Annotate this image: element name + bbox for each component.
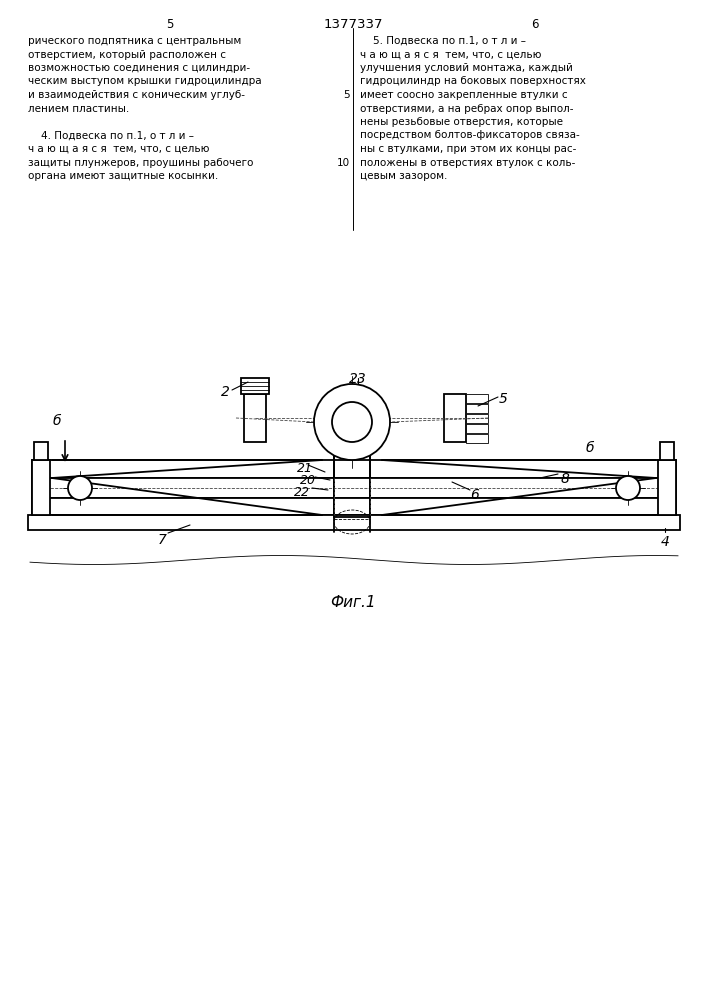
Bar: [32, 460, 676, 478]
Text: 23: 23: [349, 372, 367, 386]
Text: Фиг.1: Фиг.1: [330, 595, 376, 610]
Text: 5: 5: [344, 90, 350, 100]
Text: 2: 2: [221, 385, 230, 399]
Text: положены в отверстиях втулок с коль-: положены в отверстиях втулок с коль-: [360, 157, 575, 167]
Text: б: б: [53, 414, 62, 428]
Text: 5: 5: [498, 392, 508, 406]
Bar: [660, 442, 674, 460]
Text: 6: 6: [531, 18, 539, 31]
Text: 4: 4: [660, 535, 670, 549]
Text: органа имеют защитные косынки.: органа имеют защитные косынки.: [28, 171, 218, 181]
Text: 6: 6: [471, 488, 479, 502]
Bar: [466, 424, 488, 433]
Circle shape: [314, 384, 390, 460]
Text: 21: 21: [297, 462, 313, 475]
Text: гидроцилиндр на боковых поверхностях: гидроцилиндр на боковых поверхностях: [360, 77, 586, 87]
Text: возможностью соединения с цилиндри-: возможностью соединения с цилиндри-: [28, 63, 250, 73]
Text: 20: 20: [300, 474, 316, 487]
Bar: [466, 394, 488, 403]
Text: нены резьбовые отверстия, которые: нены резьбовые отверстия, которые: [360, 117, 563, 127]
Text: 1377337: 1377337: [323, 18, 382, 31]
Text: 7: 7: [158, 533, 166, 547]
Bar: [28, 515, 680, 530]
Bar: [444, 394, 466, 442]
Circle shape: [616, 476, 640, 500]
Text: ч а ю щ а я с я  тем, что, с целью: ч а ю щ а я с я тем, что, с целью: [360, 49, 542, 60]
Text: имеет соосно закрепленные втулки с: имеет соосно закрепленные втулки с: [360, 90, 568, 100]
Text: защиты плунжеров, проушины рабочего: защиты плунжеров, проушины рабочего: [28, 157, 253, 167]
Bar: [32, 498, 676, 515]
Text: ч а ю щ а я с я  тем, что, с целью: ч а ю щ а я с я тем, что, с целью: [28, 144, 209, 154]
Bar: [34, 442, 48, 460]
Text: 10: 10: [337, 157, 350, 167]
Text: улучшения условий монтажа, каждый: улучшения условий монтажа, каждый: [360, 63, 573, 73]
Text: ны с втулками, при этом их концы рас-: ны с втулками, при этом их концы рас-: [360, 144, 576, 154]
Bar: [466, 434, 488, 443]
Text: отверстиями, а на ребрах опор выпол-: отверстиями, а на ребрах опор выпол-: [360, 104, 573, 113]
Bar: [466, 404, 488, 413]
Bar: [241, 378, 269, 394]
Bar: [658, 460, 676, 515]
Text: посредством болтов-фиксаторов связа-: посредством болтов-фиксаторов связа-: [360, 130, 580, 140]
Text: 8: 8: [561, 472, 569, 486]
Text: лением пластины.: лением пластины.: [28, 104, 129, 113]
Text: рического подпятника с центральным: рического подпятника с центральным: [28, 36, 241, 46]
Text: 4. Подвеска по п.1, о т л и –: 4. Подвеска по п.1, о т л и –: [28, 130, 194, 140]
Circle shape: [68, 476, 92, 500]
Text: отверстием, который расположен с: отверстием, который расположен с: [28, 49, 226, 60]
Text: ческим выступом крышки гидроцилиндра: ческим выступом крышки гидроцилиндра: [28, 77, 262, 87]
Text: и взаимодействия с коническим углуб-: и взаимодействия с коническим углуб-: [28, 90, 245, 100]
Bar: [334, 458, 370, 517]
Bar: [244, 394, 266, 442]
Text: 5. Подвеска по п.1, о т л и –: 5. Подвеска по п.1, о т л и –: [360, 36, 526, 46]
Bar: [32, 478, 676, 498]
Bar: [466, 414, 488, 423]
Bar: [32, 460, 50, 515]
Text: 22: 22: [294, 486, 310, 499]
Circle shape: [332, 402, 372, 442]
Text: б: б: [586, 441, 595, 455]
Text: 5: 5: [166, 18, 174, 31]
Text: цевым зазором.: цевым зазором.: [360, 171, 448, 181]
